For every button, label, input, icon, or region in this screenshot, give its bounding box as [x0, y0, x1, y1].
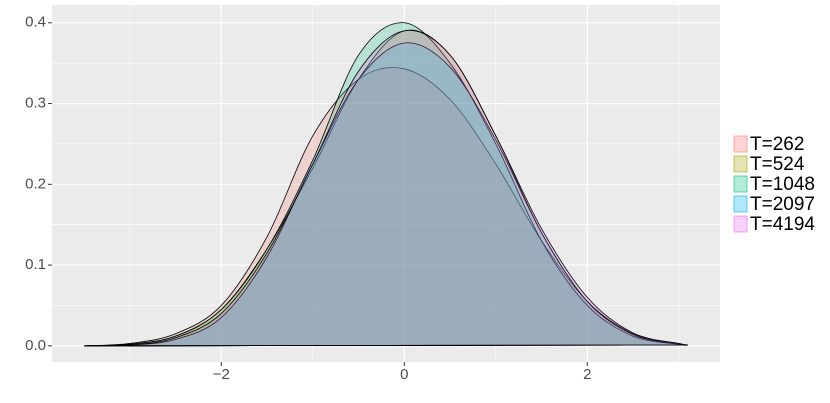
plot-panel	[52, 5, 720, 362]
legend-label: T=1048	[750, 174, 815, 195]
density-area	[84, 22, 689, 347]
legend-label: T=4194	[750, 214, 815, 235]
y-tick-label: 0.1	[25, 256, 46, 273]
legend-key	[733, 135, 748, 153]
x-tick-label: 0	[400, 366, 408, 383]
density-area	[84, 67, 689, 347]
x-tick-label: 2	[583, 366, 591, 383]
y-tick-label: 0.3	[25, 95, 46, 112]
y-tick-label: 0.0	[25, 337, 46, 354]
legend-label: T=2097	[750, 194, 815, 215]
y-tick-label: 0.4	[25, 14, 46, 31]
legend-label: T=524	[750, 154, 805, 175]
legend-label: T=262	[750, 134, 804, 155]
legend-key	[733, 195, 748, 213]
y-tick-label: 0.2	[25, 175, 46, 192]
density-area	[84, 29, 689, 347]
legend-key	[733, 215, 748, 233]
legend-key	[733, 155, 748, 173]
legend-key	[733, 175, 748, 193]
density-area	[84, 42, 689, 347]
x-tick-label: −2	[213, 366, 230, 383]
